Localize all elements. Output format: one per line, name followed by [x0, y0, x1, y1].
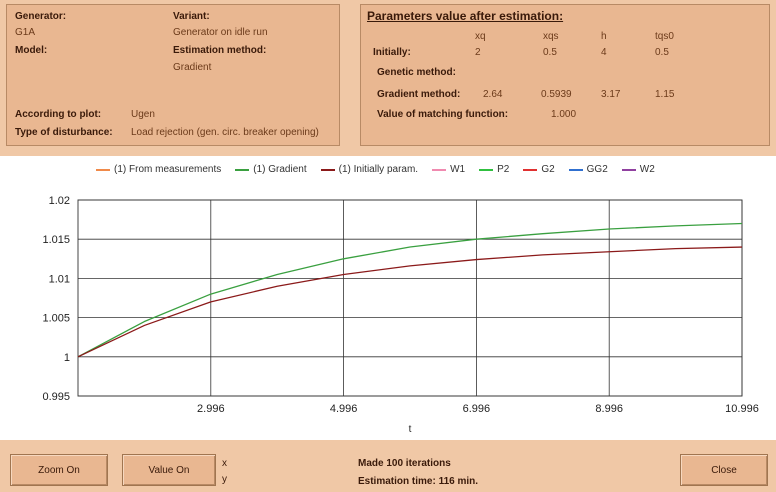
x-tick-label: 4.996 [330, 403, 358, 415]
legend-label: (1) Gradient [253, 164, 307, 175]
param-header-h: h [601, 31, 607, 42]
series-line [77, 246, 743, 358]
gradient-h: 3.17 [601, 89, 621, 100]
legend-label: (1) From measurements [114, 164, 222, 175]
x-tick-label: 10.996 [725, 403, 759, 415]
matching-label: Value of matching function: [377, 109, 509, 120]
legend-item: (1) Initially param. [320, 164, 419, 175]
legend-item: GG2 [568, 164, 608, 175]
x-tick-label: 6.996 [463, 403, 491, 415]
line-chart[interactable]: 0.995 1 1.005 1.01 1.015 1.02 2.996 4.996 6.996 8… [0, 156, 776, 440]
plot-value: Ugen [131, 109, 155, 120]
disturbance-value: Load rejection (gen. circ. breaker openi… [131, 127, 319, 138]
legend-label: G2 [541, 164, 555, 175]
y-tick-label: 1.005 [42, 313, 70, 325]
legend-swatch [320, 168, 335, 171]
info-panel: Generator: Variant: G1A Generator on idl… [6, 4, 340, 146]
x-axis-label: t [409, 424, 412, 435]
initially-label: Initially: [373, 47, 411, 58]
model-label: Model: [15, 45, 48, 56]
initially-tqs0: 0.5 [655, 47, 669, 58]
generator-label: Generator: [15, 11, 67, 22]
close-button[interactable]: Close [680, 454, 768, 486]
legend-item: (1) From measurements [96, 164, 221, 175]
legend-label: P2 [497, 164, 510, 175]
estimation-time-text: Estimation time: 116 min. [358, 476, 479, 487]
legend-item: W1 [432, 164, 465, 175]
gradient-tqs0: 1.15 [655, 89, 675, 100]
legend-label: GG2 [586, 164, 608, 175]
series-line [77, 222, 743, 358]
y-tick-label: 1 [64, 352, 70, 364]
x-readout-label: x [222, 458, 227, 469]
legend-swatch [235, 168, 250, 171]
x-tick-label: 8.996 [595, 403, 623, 415]
legend-swatch [96, 168, 110, 171]
gradient-label: Gradient method: [377, 89, 461, 100]
parameters-panel: Parameters value after estimation: xq xq… [360, 4, 770, 146]
variant-value: Generator on idle run [173, 27, 268, 38]
y-readout-label: y [222, 474, 227, 485]
x-tick-label: 2.996 [197, 403, 225, 415]
gradient-xqs: 0.5939 [541, 89, 572, 100]
variant-label: Variant: [173, 11, 210, 22]
generator-value: G1A [15, 27, 36, 38]
param-header-xq: xq [475, 31, 486, 42]
legend-item: (1) Gradient [235, 164, 307, 175]
legend-label: W1 [450, 164, 466, 175]
chart-legend: (1) From measurements (1) Gradient (1) Ini… [96, 164, 655, 175]
initially-xqs: 0.5 [543, 47, 557, 58]
y-tick-label: 0.995 [42, 391, 70, 403]
zoom-on-button[interactable]: Zoom On [10, 454, 108, 486]
legend-swatch [621, 168, 636, 171]
legend-swatch [523, 168, 538, 171]
initially-xq: 2 [475, 47, 481, 58]
matching-value: 1.000 [551, 109, 577, 120]
legend-item: W2 [621, 164, 655, 175]
value-on-button[interactable]: Value On [122, 454, 216, 486]
plot-frame [77, 199, 743, 397]
estimation-method-value: Gradient [173, 62, 212, 73]
legend-item: P2 [479, 164, 509, 175]
legend-item: G2 [523, 164, 555, 175]
y-tick-label: 1.01 [49, 273, 70, 285]
genetic-label: Genetic method: [377, 67, 456, 78]
legend-swatch [432, 168, 447, 171]
param-header-tqs0: tqs0 [655, 31, 674, 42]
y-tick-label: 1.015 [42, 234, 70, 246]
param-header-xqs: xqs [543, 31, 559, 42]
chart-area[interactable]: (1) From measurements (1) Gradient (1) Ini… [0, 156, 776, 440]
initially-h: 4 [601, 47, 607, 58]
plot-label: According to plot: [15, 109, 102, 120]
iterations-text: Made 100 iterations [358, 458, 451, 469]
gradient-xq: 2.64 [483, 89, 503, 100]
estimation-method-label: Estimation method: [173, 45, 267, 56]
legend-label: W2 [639, 164, 655, 175]
legend-swatch [479, 168, 494, 171]
legend-label: (1) Initially param. [338, 164, 419, 175]
parameters-title: Parameters value after estimation: [367, 9, 564, 23]
legend-swatch [568, 168, 583, 171]
y-tick-label: 1.02 [49, 195, 70, 207]
disturbance-label: Type of disturbance: [15, 127, 113, 138]
bottom-toolbar: Zoom On Value On x y Made 100 iterations… [0, 440, 776, 492]
